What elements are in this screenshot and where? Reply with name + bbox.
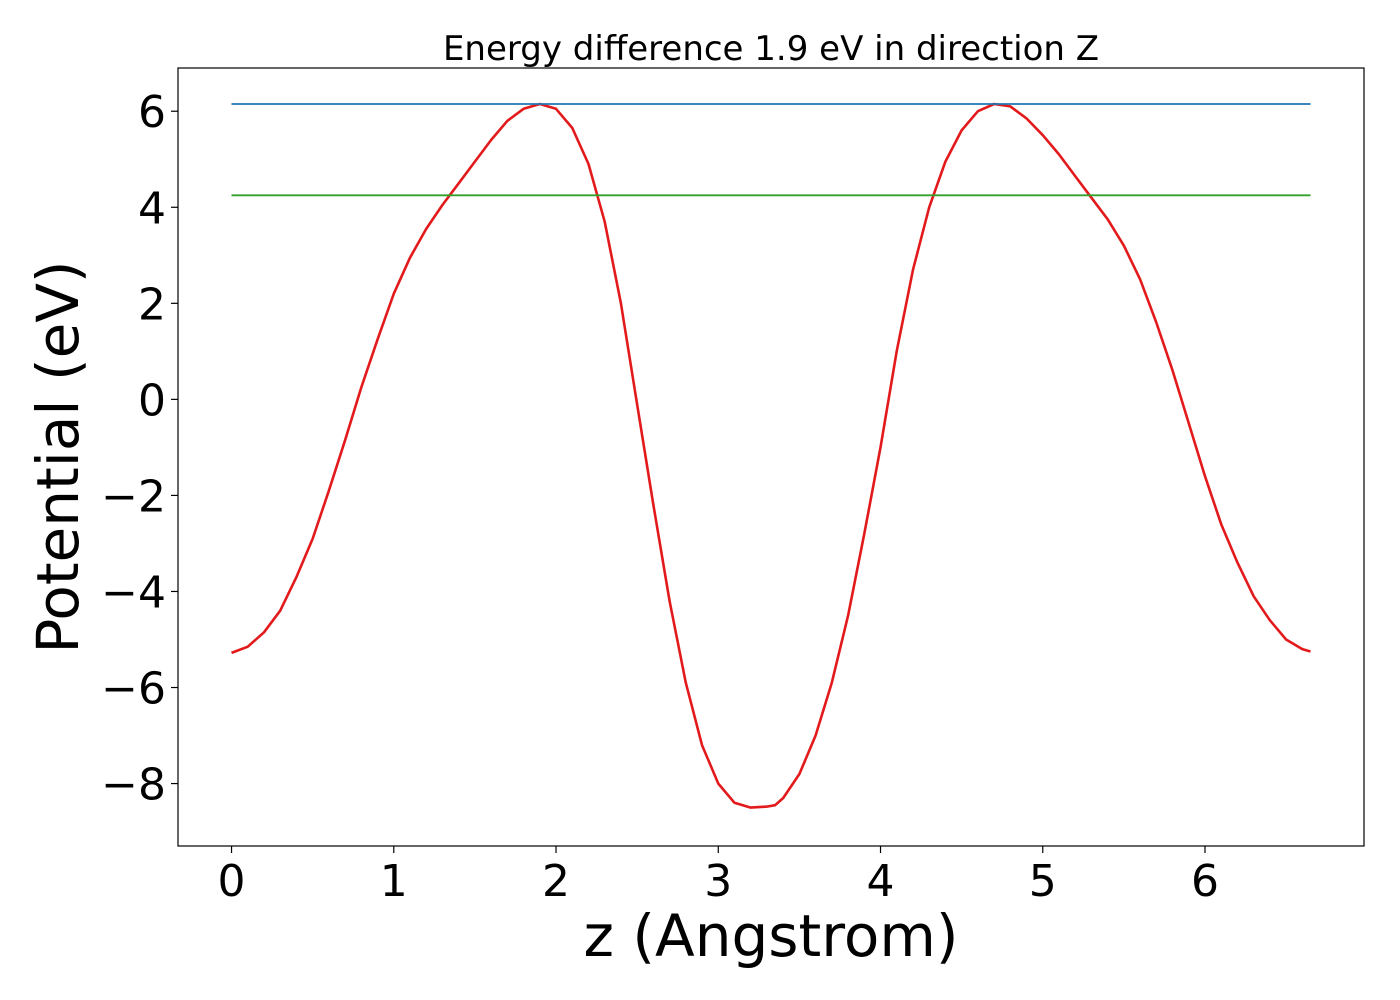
y-tick-label: 0 xyxy=(138,375,166,426)
x-tick-label: 1 xyxy=(380,856,408,907)
x-tick-label: 0 xyxy=(218,856,246,907)
y-axis-ticks: −8 −6 −4 −2 0 2 4 6 xyxy=(101,87,178,811)
y-tick-label: 4 xyxy=(138,183,166,234)
y-axis-label: Potential (eV) xyxy=(24,260,92,653)
y-tick-label: 2 xyxy=(138,279,166,330)
plot-frame xyxy=(177,67,1365,847)
x-axis-ticks: 0 1 2 3 4 5 6 xyxy=(218,846,1219,907)
x-tick-label: 6 xyxy=(1191,856,1219,907)
x-tick-label: 4 xyxy=(867,856,895,907)
y-tick-label: −2 xyxy=(101,471,166,522)
x-tick-label: 5 xyxy=(1029,856,1057,907)
y-tick-label: −4 xyxy=(101,567,166,618)
series-layer xyxy=(231,102,1311,809)
y-tick-label: 6 xyxy=(138,87,166,138)
x-tick-label: 2 xyxy=(542,856,570,907)
series-line-0 xyxy=(231,102,1311,809)
y-tick-label: −6 xyxy=(101,664,166,715)
x-tick-label: 3 xyxy=(704,856,732,907)
y-tick-label: −8 xyxy=(101,760,166,811)
chart-title: Energy difference 1.9 eV in direction Z xyxy=(443,29,1099,69)
x-axis-label: z (Angstrom) xyxy=(584,902,959,970)
